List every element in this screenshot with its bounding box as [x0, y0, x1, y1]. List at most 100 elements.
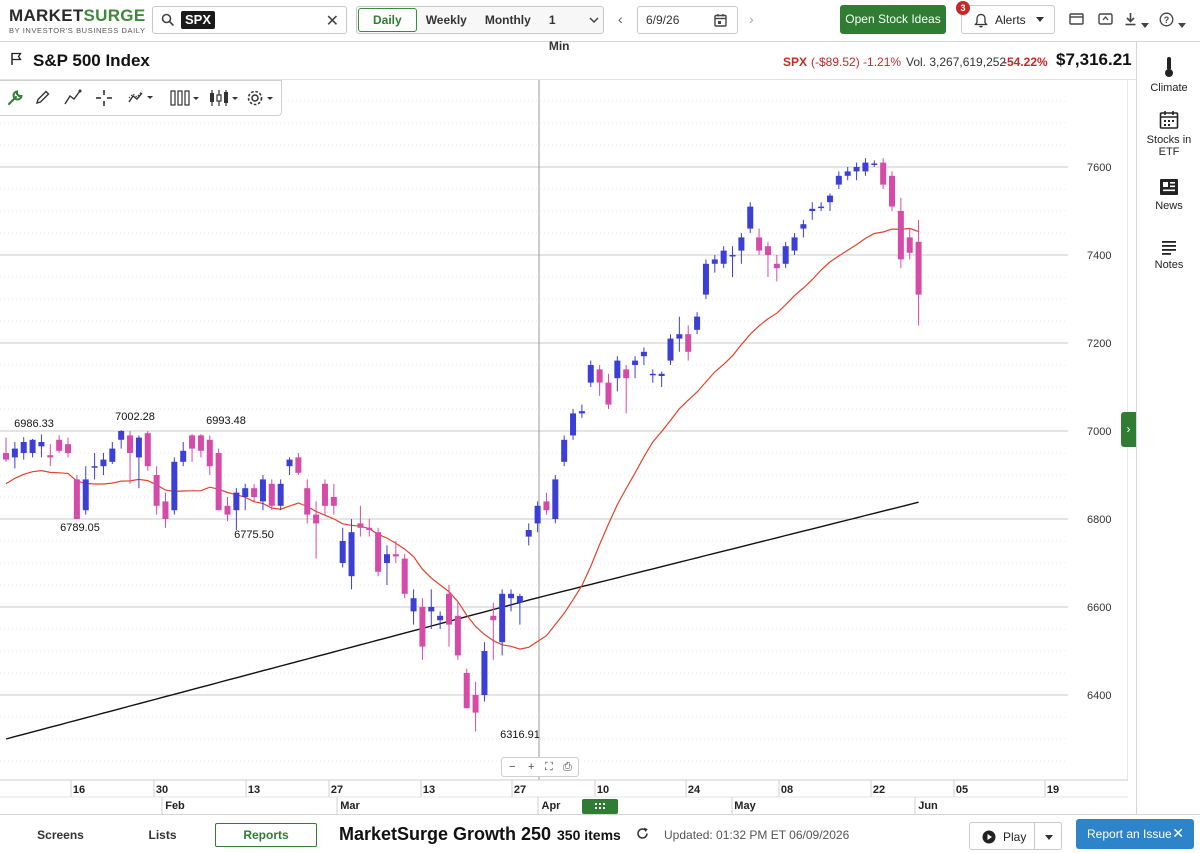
candle-body — [330, 497, 337, 506]
climate-button[interactable]: Climate — [1137, 56, 1200, 94]
open-stock-ideas-button[interactable]: Open Stock Ideas — [840, 5, 946, 34]
download-caret-icon[interactable] — [1141, 16, 1149, 34]
fit-screen-icon[interactable]: ⛶ — [545, 761, 553, 773]
window-icon[interactable] — [1069, 12, 1084, 31]
candle-body — [534, 505, 541, 524]
timeline-drag-handle[interactable] — [582, 799, 618, 814]
pencil-draw-icon[interactable] — [35, 89, 51, 110]
play-caret-icon[interactable] — [1045, 835, 1053, 840]
symbol-search[interactable]: SPX ✕ — [152, 6, 347, 34]
y-axis-tick-label: 6800 — [1087, 514, 1111, 526]
symbol-chip[interactable]: SPX — [181, 11, 216, 29]
download-icon[interactable] — [1124, 12, 1137, 31]
patterns-icon[interactable] — [128, 89, 154, 110]
price-annotation: 6993.48 — [206, 415, 246, 427]
app-logo[interactable]: MARKETSURGE BY INVESTOR'S BUSINESS DAILY — [9, 6, 146, 35]
period-daily[interactable]: Daily — [358, 8, 417, 32]
candle-body — [100, 459, 107, 467]
x-axis-day-label: 27 — [514, 784, 526, 796]
y-axis-tick-label: 7200 — [1087, 338, 1111, 350]
period-1min[interactable]: 1 Min — [548, 13, 570, 53]
candle — [614, 356, 621, 392]
candle — [233, 488, 240, 530]
candle — [215, 448, 222, 511]
chart-type-icon[interactable] — [209, 89, 239, 112]
candle — [162, 492, 169, 528]
candle-body — [694, 316, 701, 330]
candle — [472, 681, 479, 732]
x-axis-day-label: 10 — [597, 784, 609, 796]
clear-search-icon[interactable]: ✕ — [325, 13, 339, 30]
candle — [313, 501, 320, 559]
refresh-icon[interactable] — [636, 827, 649, 845]
notes-button[interactable]: Notes — [1137, 239, 1200, 271]
candle-body — [224, 505, 231, 515]
flag-icon[interactable] — [10, 52, 22, 71]
tab-screens[interactable]: Screens — [37, 828, 84, 842]
candle-body — [552, 479, 559, 519]
alerts-button[interactable]: 3 Alerts — [956, 1, 1055, 34]
candle — [880, 158, 887, 189]
candle-body — [348, 532, 355, 577]
candle — [800, 219, 807, 238]
candle — [889, 171, 895, 211]
price-chart[interactable]: 6400 6600 6800 7000 7200 7400 7600 6986.33 7002… — [0, 80, 1128, 814]
wrench-tools-icon[interactable] — [6, 89, 24, 112]
candle — [339, 527, 346, 568]
candle — [658, 371, 665, 387]
candle-body — [153, 475, 160, 506]
candle-body — [242, 488, 249, 497]
settings-gear-icon[interactable] — [246, 89, 276, 112]
period-weekly[interactable]: Weekly — [425, 13, 467, 27]
x-axis-month-label: Mar — [340, 800, 360, 812]
play-label: Play — [1003, 830, 1027, 844]
x-axis-day-label: 19 — [1047, 784, 1059, 796]
help-caret-icon[interactable] — [1178, 16, 1186, 34]
zoom-out-icon[interactable]: − — [509, 761, 516, 773]
price-annotation: 6789.05 — [60, 522, 100, 534]
stocks-in-etf-button[interactable]: Stocks in ETF — [1137, 110, 1200, 158]
tab-lists[interactable]: Lists — [148, 828, 177, 842]
calendar-grid-icon — [1159, 111, 1179, 129]
candle — [251, 483, 258, 502]
candle-body — [543, 501, 550, 511]
candle-body — [738, 237, 745, 251]
close-icon[interactable]: ✕ — [1172, 825, 1184, 841]
tab-reports[interactable]: Reports — [215, 823, 317, 847]
candle — [197, 434, 204, 458]
expand-panel-chevron-icon[interactable]: › — [1121, 412, 1136, 447]
zoom-in-icon[interactable]: + — [528, 761, 535, 773]
candle-body — [490, 615, 497, 621]
candle-body — [29, 439, 36, 453]
candle — [747, 202, 754, 233]
x-axis-day-label: 13 — [423, 784, 435, 796]
candle — [605, 373, 612, 409]
candle — [144, 431, 151, 471]
candle-body — [809, 208, 816, 211]
previous-date-icon[interactable]: ‹ — [618, 11, 623, 27]
crosshair-tool-icon[interactable] — [95, 89, 113, 112]
screen-share-icon[interactable] — [1098, 12, 1113, 31]
help-icon[interactable]: ? — [1159, 12, 1174, 32]
candle-body — [392, 554, 399, 557]
play-button[interactable]: Play — [969, 822, 1062, 850]
next-date-icon[interactable]: › — [749, 11, 754, 27]
x-axis-day-label: 27 — [331, 784, 343, 796]
candle — [268, 479, 275, 511]
candle-body — [189, 435, 196, 449]
trendline-icon[interactable] — [64, 89, 82, 110]
calendar-icon[interactable] — [714, 13, 727, 32]
date-picker[interactable]: 6/9/26 — [637, 6, 738, 34]
candle — [109, 442, 116, 464]
candle — [224, 497, 231, 522]
report-issue-button[interactable]: Report an Issue ✕ — [1076, 819, 1194, 849]
screenshot-icon[interactable]: ⎙ — [563, 761, 572, 773]
news-button[interactable]: News — [1137, 178, 1200, 212]
candle-body — [578, 411, 585, 414]
period-dropdown-chevron-icon[interactable] — [585, 11, 603, 29]
logo-accent-text: SURGE — [83, 6, 146, 25]
period-monthly[interactable]: Monthly — [484, 13, 531, 27]
candle-body — [20, 442, 27, 453]
instrument-title: S&P 500 Index — [33, 51, 150, 70]
studies-icon[interactable] — [170, 89, 200, 112]
